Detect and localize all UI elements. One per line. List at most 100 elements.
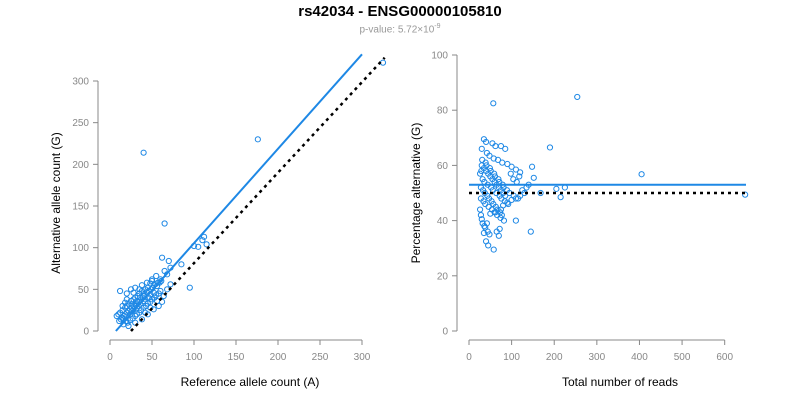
data-point (510, 176, 517, 183)
data-point (199, 237, 206, 244)
data-point (115, 311, 122, 318)
data-point (125, 307, 132, 315)
y-tick-label: 100 (431, 51, 448, 62)
data-point (125, 322, 132, 330)
data-point (528, 163, 536, 170)
data-point (165, 257, 172, 265)
x-tick-label: 500 (674, 352, 691, 363)
x-tick-label: 50 (146, 352, 158, 363)
p-value-text: p-value: 5.72×10 (359, 24, 435, 36)
fit-line (115, 53, 363, 332)
data-point (481, 223, 488, 230)
x-tick-label: 300 (354, 352, 371, 363)
data-point (178, 261, 185, 268)
x-tick-label: 200 (546, 352, 563, 363)
y-tick-label: 0 (442, 327, 448, 338)
data-point (508, 163, 515, 170)
x-tick-label: 100 (186, 352, 203, 363)
data-point (499, 159, 506, 166)
x-tick-label: 150 (228, 352, 245, 363)
data-point (512, 217, 519, 224)
reference-line (130, 56, 386, 332)
x-axis-title: Reference allele count (A) (181, 375, 320, 389)
data-point (490, 246, 497, 253)
data-point (157, 287, 164, 295)
data-point (553, 185, 560, 192)
y-tick-label: 100 (72, 243, 89, 254)
y-axis-title: Alternative allele count (G) (49, 132, 63, 273)
data-points (113, 59, 387, 330)
data-point (138, 316, 146, 323)
data-point (494, 156, 502, 163)
y-tick-label: 250 (72, 118, 89, 129)
data-point (638, 171, 645, 178)
x-tick-label: 200 (270, 352, 287, 363)
data-point (486, 231, 493, 238)
data-point (119, 314, 126, 321)
x-axis-title: Total number of reads (562, 375, 678, 389)
y-tick-label: 200 (72, 160, 89, 171)
y-tick-label: 80 (437, 106, 449, 117)
data-point (123, 290, 130, 297)
panel-1: 0 50 100 150 200 250 300 0 50 100 150 200 250 300 Refe… (49, 53, 387, 389)
data-point (116, 317, 123, 325)
data-point (479, 156, 486, 163)
data-point (486, 165, 493, 172)
y-tick-label: 0 (83, 327, 89, 338)
data-point (519, 187, 526, 194)
chart-title: rs42034 - ENSG00000105810 (298, 3, 502, 20)
chart-subtitle: p-value: 5.72×10-9 (0, 23, 800, 35)
data-point (478, 216, 485, 223)
data-point (195, 243, 202, 250)
data-point (527, 228, 534, 235)
data-point (186, 284, 193, 291)
x-tick-label: 0 (107, 352, 113, 363)
data-point (137, 294, 144, 301)
y-tick-label: 150 (72, 202, 89, 213)
y-tick-label: 20 (437, 271, 449, 282)
data-point (140, 149, 147, 156)
data-point (498, 211, 505, 219)
data-point (495, 176, 502, 183)
data-point (117, 316, 125, 323)
data-point (490, 155, 497, 162)
data-point (490, 100, 497, 107)
data-point (530, 174, 537, 181)
data-point (507, 170, 514, 177)
data-point (546, 144, 554, 151)
x-tick-label: 600 (716, 352, 733, 363)
data-point (161, 220, 168, 227)
x-tick-label: 400 (631, 352, 648, 363)
data-point (514, 195, 522, 202)
panel-2: 0 100 200 300 400 500 600 0 20 40 60 80 100 Total num… (409, 51, 749, 389)
data-point (158, 254, 166, 261)
data-point (138, 282, 146, 289)
data-point (478, 145, 485, 152)
data-point (156, 279, 163, 286)
data-point (516, 173, 523, 180)
data-point (500, 217, 508, 224)
data-point (133, 297, 140, 305)
data-point (517, 169, 524, 176)
data-point (512, 166, 519, 173)
x-tick-label: 100 (503, 352, 520, 363)
data-point (137, 301, 144, 308)
data-point (482, 138, 490, 146)
y-tick-label: 60 (437, 161, 449, 172)
data-point (482, 238, 490, 245)
data-point (167, 281, 174, 288)
data-point (476, 206, 484, 213)
data-point (153, 272, 160, 280)
data-point (200, 233, 208, 240)
data-point (123, 296, 130, 303)
data-point (574, 93, 581, 101)
data-point (128, 301, 135, 308)
x-tick-label: 0 (466, 352, 472, 363)
data-point (203, 241, 210, 248)
data-points (476, 93, 749, 253)
data-point (480, 229, 488, 237)
p-value-exponent: -9 (434, 23, 441, 30)
data-point (132, 284, 139, 291)
data-point (491, 170, 498, 177)
